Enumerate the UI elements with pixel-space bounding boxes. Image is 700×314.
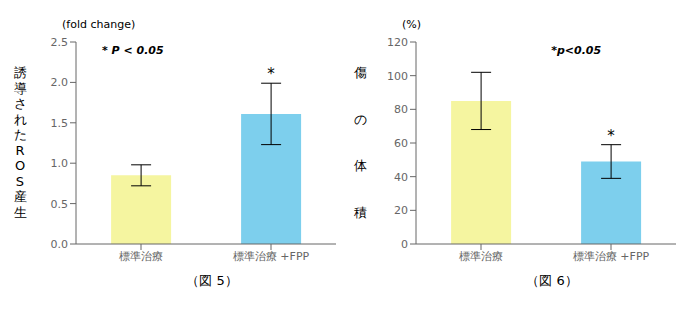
svg-text:60: 60 (394, 137, 408, 150)
svg-text:標準治療: 標準治療 (119, 250, 163, 263)
html-text:れ: れ (13, 111, 27, 127)
html-text:た: た (13, 127, 27, 143)
html-text:さ: さ (13, 96, 27, 112)
svg-text:40: 40 (394, 171, 408, 184)
svg-text:80: 80 (394, 103, 408, 116)
svg-text:標準治療 +FPP: 標準治療 +FPP (233, 250, 310, 263)
html-text:O: O (14, 158, 26, 174)
html-text:*p<0.05: *p<0.05 (551, 44, 602, 57)
svg-text:100: 100 (387, 70, 408, 83)
html-text:* P < 0.05: * P < 0.05 (102, 44, 164, 57)
svg-text:*: * (267, 65, 275, 83)
html-text:R: R (15, 142, 25, 158)
svg-text:標準治療: 標準治療 (459, 250, 503, 263)
svg-text:1.0: 1.0 (51, 157, 69, 170)
html-text:（図 6）: （図 6） (526, 273, 578, 288)
html-text:産: 産 (13, 189, 27, 205)
svg-text:120: 120 (387, 36, 408, 49)
html-text:(fold change): (fold change) (62, 18, 136, 31)
html-text:導: 導 (13, 80, 27, 96)
svg-text:*: * (607, 127, 615, 145)
svg-text:1.5: 1.5 (51, 117, 69, 130)
svg-text:0.0: 0.0 (51, 238, 69, 251)
svg-text:2.5: 2.5 (51, 36, 69, 49)
html-text:S: S (15, 173, 25, 189)
html-text:生: 生 (13, 204, 27, 220)
html-text:傷: 傷 (353, 65, 367, 81)
html-text:体: 体 (353, 158, 367, 174)
html-text:誘: 誘 (13, 65, 27, 81)
html-text:（図 5）: （図 5） (186, 273, 238, 288)
svg-text:標準治療 +FPP: 標準治療 +FPP (573, 250, 650, 263)
svg-text:0.5: 0.5 (51, 198, 69, 211)
html-text:積: 積 (353, 204, 367, 220)
svg-text:20: 20 (394, 204, 408, 217)
svg-text:0: 0 (401, 238, 408, 251)
svg-text:2.0: 2.0 (51, 76, 69, 89)
html-text:の: の (353, 111, 367, 127)
